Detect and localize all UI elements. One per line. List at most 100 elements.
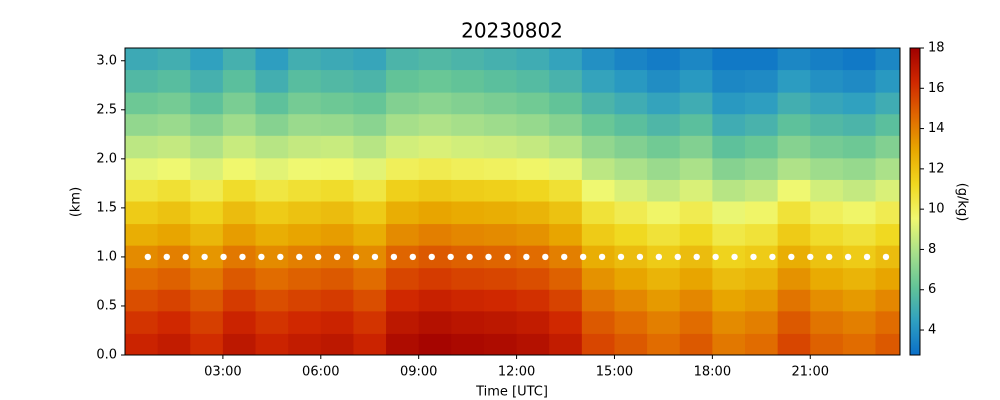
heatmap-cell xyxy=(581,310,615,334)
heatmap-cell xyxy=(483,69,518,93)
overlay-dot xyxy=(504,253,511,261)
heatmap-cell xyxy=(679,157,713,180)
heatmap-cell xyxy=(647,135,681,159)
heatmap-cell xyxy=(288,157,322,180)
heatmap-cell xyxy=(125,333,159,356)
heatmap-cell xyxy=(418,92,452,115)
heatmap-cell xyxy=(842,48,877,71)
heatmap-cell xyxy=(810,223,844,246)
heatmap-cell xyxy=(842,69,877,93)
overlay-dot xyxy=(144,253,152,261)
colorbar-tick-label: 18 xyxy=(928,41,945,56)
heatmap-cell xyxy=(516,289,550,312)
heatmap-cell xyxy=(353,48,387,71)
heatmap-cell xyxy=(810,333,844,356)
heatmap-cell xyxy=(647,267,681,290)
heatmap-cell xyxy=(516,223,550,246)
heatmap-cell xyxy=(712,135,746,159)
heatmap-cell xyxy=(125,92,159,115)
heatmap-cell xyxy=(125,223,159,246)
heatmap-cell xyxy=(353,223,387,246)
heatmap-cell xyxy=(483,135,518,159)
heatmap-cell xyxy=(418,135,452,159)
heatmap-cell xyxy=(581,245,615,269)
heatmap-cell xyxy=(516,267,550,290)
heatmap-cell xyxy=(418,201,452,225)
heatmap-cell xyxy=(647,179,681,202)
overlay-dot xyxy=(882,253,890,261)
heatmap-cell xyxy=(255,92,289,115)
overlay-dot xyxy=(788,253,795,261)
heatmap-cell xyxy=(842,179,877,202)
heatmap-cell xyxy=(190,113,224,136)
overlay-dot xyxy=(523,253,530,261)
heatmap-cell xyxy=(483,223,518,246)
x-axis-label: Time [UTC] xyxy=(475,385,548,400)
overlay-dot xyxy=(239,253,246,261)
heatmap-cell xyxy=(157,245,191,269)
heatmap-cell xyxy=(386,245,420,269)
overlay-dot xyxy=(182,253,189,261)
heatmap-cell xyxy=(875,201,901,225)
heatmap-cell xyxy=(255,267,289,290)
heatmap-cell xyxy=(842,135,877,159)
heatmap-cell xyxy=(451,113,485,136)
heatmap-cell xyxy=(777,69,811,93)
heatmap-cell xyxy=(353,333,387,356)
colorbar-tick-label: 4 xyxy=(928,323,936,338)
heatmap-cell xyxy=(810,48,844,71)
heatmap-cell xyxy=(614,92,648,115)
heatmap-cell xyxy=(320,289,354,312)
heatmap-cell xyxy=(581,48,615,71)
heatmap-cell xyxy=(745,113,779,136)
heatmap-cell xyxy=(810,157,844,180)
heatmap-cell xyxy=(255,113,289,136)
heatmap-cell xyxy=(712,267,746,290)
heatmap-cell xyxy=(418,157,452,180)
heatmap-cell xyxy=(451,157,485,180)
heatmap-cell xyxy=(418,48,452,71)
heatmap-cell xyxy=(157,48,191,71)
heatmap-cell xyxy=(679,113,713,136)
heatmap-cell xyxy=(842,201,877,225)
heatmap-cell xyxy=(418,333,452,356)
heatmap-cell xyxy=(712,245,746,269)
heatmap-cell xyxy=(386,201,420,225)
heatmap-cell xyxy=(875,92,901,115)
heatmap-cell xyxy=(549,92,583,115)
heatmap-cell xyxy=(157,310,191,334)
heatmap-cell xyxy=(125,245,159,269)
heatmap-cell xyxy=(516,113,550,136)
overlay-dot xyxy=(807,253,814,261)
heatmap-cell xyxy=(777,223,811,246)
heatmap-cell xyxy=(647,310,681,334)
heatmap-cell xyxy=(386,267,420,290)
heatmap-cell xyxy=(451,310,485,334)
overlay-dot xyxy=(428,253,435,261)
heatmap-cell xyxy=(320,201,354,225)
heatmap-cell xyxy=(320,310,354,334)
heatmap-cell xyxy=(288,333,322,356)
heatmap-cell xyxy=(125,179,159,202)
heatmap-cell xyxy=(386,48,420,71)
heatmap-cell xyxy=(777,333,811,356)
heatmap-cell xyxy=(745,333,779,356)
x-tick-label: 15:00 xyxy=(596,365,633,380)
heatmap-cell xyxy=(157,267,191,290)
heatmap-cell xyxy=(288,223,322,246)
overlay-dot xyxy=(636,253,644,261)
heatmap-cell xyxy=(386,223,420,246)
overlay-dot xyxy=(466,253,473,261)
heatmap-cell xyxy=(386,289,420,312)
y-axis-label: (km) xyxy=(69,187,84,217)
heatmap-cell xyxy=(581,333,615,356)
heatmap-cell xyxy=(483,310,518,334)
heatmap-cell xyxy=(712,223,746,246)
heatmap-cell xyxy=(353,310,387,334)
heatmap-cell xyxy=(679,267,713,290)
heatmap-cell xyxy=(255,310,289,334)
heatmap-cell xyxy=(222,179,257,202)
heatmap-cell xyxy=(581,69,615,93)
heatmap-cell xyxy=(222,333,257,356)
